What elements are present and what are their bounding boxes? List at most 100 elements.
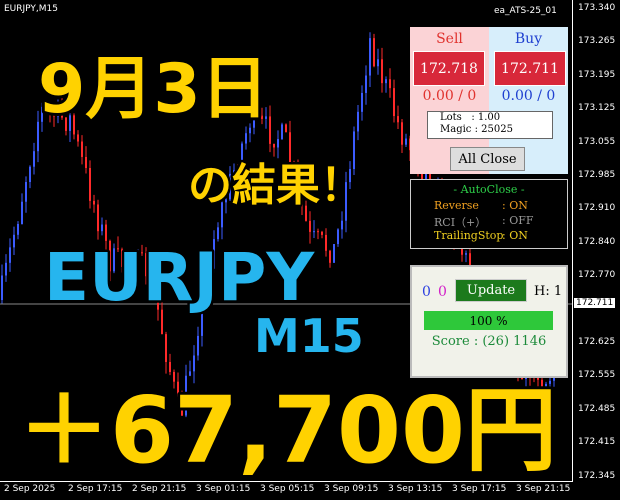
count-b: 0: [438, 284, 447, 300]
price-label: 172.910: [578, 203, 616, 214]
price-label: 172.770: [578, 270, 616, 281]
lots-box: [427, 111, 553, 139]
candle-body: [77, 134, 79, 142]
candle-body: [145, 253, 147, 277]
candle-body: [81, 141, 83, 157]
time-label: 3 Sep 13:15: [388, 484, 443, 494]
candle-body: [293, 163, 295, 166]
candle-body: [93, 200, 95, 205]
candle-body: [317, 231, 319, 233]
candle-body: [141, 252, 143, 254]
candle-body: [241, 143, 243, 172]
candle-body: [101, 224, 103, 232]
autoclose-value: : ON: [502, 229, 528, 242]
candle-body: [205, 275, 207, 294]
candle-body: [169, 362, 171, 372]
candle-body: [121, 249, 123, 267]
sell-label: Sell: [436, 31, 463, 47]
price-label: 172.345: [578, 470, 616, 481]
candle-body: [1, 275, 3, 300]
candle-body: [373, 38, 375, 67]
candle-body: [49, 106, 51, 112]
autoclose-name: Reverse: [434, 199, 479, 212]
candle-body: [133, 276, 135, 279]
candle-body: [313, 231, 315, 233]
candle-body: [469, 253, 471, 274]
candle-body: [269, 116, 271, 144]
candle-body: [165, 334, 167, 363]
price-label: 172.625: [578, 337, 616, 347]
candle-body: [109, 240, 111, 272]
update-button[interactable]: Update: [455, 279, 527, 302]
candle-body: [105, 224, 107, 241]
candle-body: [421, 172, 423, 182]
candle-body: [233, 170, 235, 174]
candle-body: [137, 252, 139, 279]
candle-body: [65, 117, 67, 131]
candle-body: [389, 79, 391, 89]
candle-body: [9, 247, 11, 263]
candle-body: [33, 151, 35, 167]
candle-body: [361, 92, 363, 112]
progress-bar: 100 %: [424, 311, 553, 330]
candle-body: [301, 184, 303, 206]
candle-body: [377, 59, 379, 67]
result-text: の結果！: [188, 160, 364, 211]
sell-pl: 0.00 / 0: [422, 88, 477, 104]
candle-body: [73, 115, 75, 135]
candle-body: [253, 108, 255, 128]
candle-body: [397, 116, 399, 123]
candle-body: [369, 38, 371, 76]
candle-body: [257, 108, 259, 116]
candle-body: [125, 266, 127, 268]
magic-text: Magic : 25025: [440, 124, 513, 135]
candle-body: [549, 380, 551, 384]
candle-body: [521, 377, 523, 380]
price-label: 173.195: [578, 69, 616, 80]
price-label: 173.265: [578, 36, 616, 47]
buy-label: Buy: [514, 31, 543, 47]
candle-body: [289, 132, 291, 164]
lots-text: Lots : 1.00: [440, 112, 501, 123]
candle-body: [57, 102, 59, 117]
candle-body: [321, 231, 323, 235]
time-label: 3 Sep 01:15: [196, 484, 251, 494]
candle-body: [213, 239, 215, 269]
candle-body: [329, 250, 331, 263]
candle-body: [393, 88, 395, 117]
time-label: 3 Sep 05:15: [260, 484, 315, 494]
h-text: H: 1: [534, 284, 563, 299]
candle-body: [17, 224, 19, 235]
candle-body: [197, 335, 199, 356]
candle-body: [305, 205, 307, 221]
price-label: 172.555: [578, 370, 616, 381]
candle-body: [545, 383, 547, 390]
candle-body: [85, 156, 87, 168]
candle-body: [13, 234, 15, 248]
candle-body: [325, 234, 327, 251]
candle-body: [53, 111, 55, 117]
candle-body: [161, 309, 163, 335]
expert-label: ea_ATS-25_01: [494, 6, 557, 16]
time-label: 2 Sep 2025: [4, 484, 56, 494]
candle-body: [149, 262, 151, 277]
candle-body: [309, 220, 311, 232]
candle-body: [113, 248, 115, 272]
count-a: 0: [422, 284, 431, 300]
date-text: 9月3日: [38, 50, 269, 129]
close-all-button[interactable]: All Close: [450, 147, 525, 171]
candle-body: [333, 244, 335, 263]
candle-body: [189, 371, 191, 376]
candle-body: [541, 379, 543, 390]
autoclose-value: : ON: [502, 199, 528, 212]
sell-button[interactable]: 172.718: [413, 51, 485, 86]
time-label: 3 Sep 17:15: [452, 484, 507, 494]
candle-body: [181, 396, 183, 416]
candle-body: [229, 173, 231, 200]
candle-body: [45, 106, 47, 108]
price-label: 173.340: [578, 3, 616, 13]
candle-body: [405, 138, 407, 145]
candle-body: [41, 106, 43, 122]
candle-body: [273, 143, 275, 148]
buy-button[interactable]: 172.711: [494, 51, 566, 86]
